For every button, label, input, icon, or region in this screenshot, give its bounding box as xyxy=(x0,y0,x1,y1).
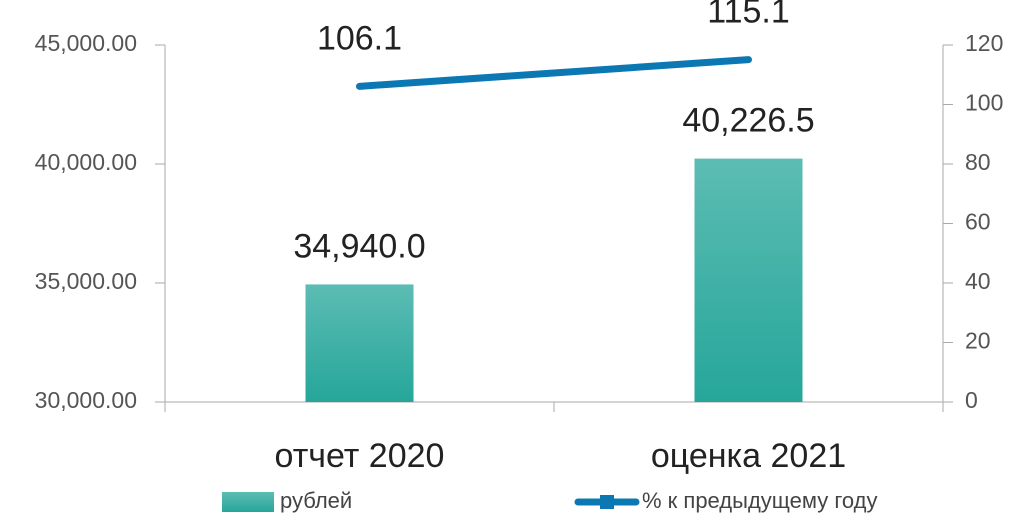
bar xyxy=(305,284,414,402)
y2-tick-label: 0 xyxy=(965,387,978,413)
x-tick-label: оценка 2021 xyxy=(651,437,846,475)
y2-tick-label: 80 xyxy=(965,149,991,175)
legend-label: % к предыдущему году xyxy=(642,488,878,513)
y-tick-label: 30,000.00 xyxy=(35,387,137,413)
value-label: 40,226.5 xyxy=(682,102,814,140)
y2-tick-label: 40 xyxy=(965,268,991,294)
legend-swatch xyxy=(222,492,274,512)
y-tick-label: 35,000.00 xyxy=(35,268,137,294)
value-label: 34,940.0 xyxy=(293,227,425,265)
legend-label: рублей xyxy=(280,488,352,513)
y-tick-label: 40,000.00 xyxy=(35,149,137,175)
line xyxy=(356,56,752,90)
y2-tick-label: 100 xyxy=(965,90,1003,116)
x-tick-label: отчет 2020 xyxy=(275,437,445,475)
y-tick-label: 45,000.00 xyxy=(35,30,137,56)
y2-tick-label: 120 xyxy=(965,30,1003,56)
bar xyxy=(694,158,803,402)
legend-marker xyxy=(600,495,614,509)
value-label: 115.1 xyxy=(707,0,790,31)
y2-tick-label: 60 xyxy=(965,209,991,235)
y2-tick-label: 20 xyxy=(965,328,991,354)
value-label: 106.1 xyxy=(317,19,402,57)
